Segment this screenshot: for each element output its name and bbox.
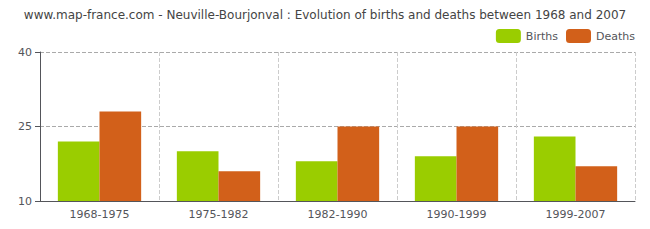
svg-text:1982-1990: 1982-1990 <box>308 208 368 221</box>
svg-text:Deaths: Deaths <box>596 30 635 43</box>
svg-text:1975-1982: 1975-1982 <box>189 208 249 221</box>
svg-text:1990-1999: 1990-1999 <box>427 208 487 221</box>
svg-text:www.map-france.com - Neuville-: www.map-france.com - Neuville-Bourjonval… <box>24 8 626 22</box>
svg-text:1968-1975: 1968-1975 <box>70 208 130 221</box>
svg-text:25: 25 <box>18 120 32 133</box>
svg-text:10: 10 <box>18 195 32 208</box>
svg-text:Births: Births <box>526 30 558 43</box>
svg-text:1999-2007: 1999-2007 <box>546 208 606 221</box>
svg-text:40: 40 <box>18 46 32 59</box>
